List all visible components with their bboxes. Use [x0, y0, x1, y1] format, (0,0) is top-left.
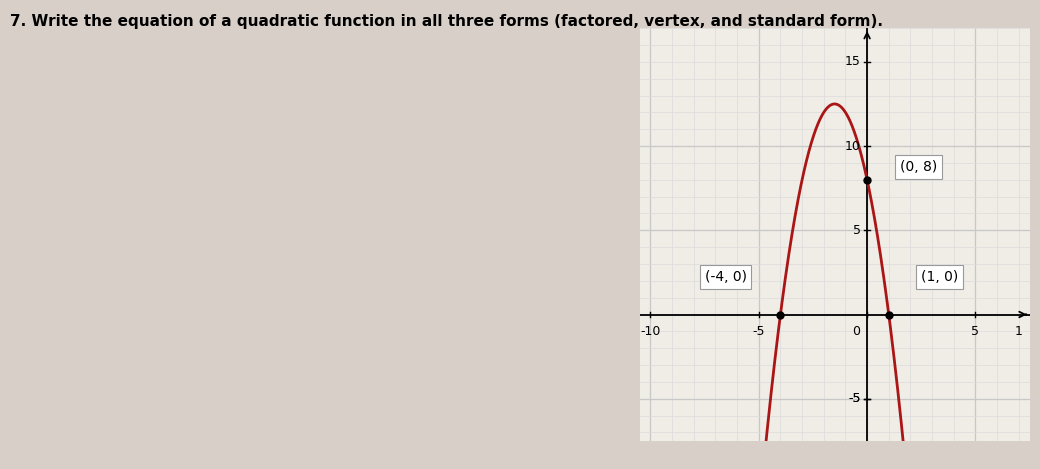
Text: -5: -5 [848, 392, 861, 405]
Text: 5: 5 [853, 224, 861, 237]
Text: 15: 15 [844, 55, 861, 68]
Text: -5: -5 [848, 392, 861, 405]
Text: 5: 5 [971, 325, 980, 338]
Text: -10: -10 [641, 325, 660, 338]
Text: 0: 0 [853, 325, 861, 338]
Text: -5: -5 [753, 325, 765, 338]
Text: (-4, 0): (-4, 0) [705, 270, 747, 284]
Text: (0, 8): (0, 8) [900, 160, 937, 174]
Text: 10: 10 [844, 140, 861, 152]
Text: 7. Write the equation of a quadratic function in all three forms (factored, vert: 7. Write the equation of a quadratic fun… [10, 14, 883, 29]
Text: 1: 1 [1015, 325, 1022, 338]
Text: (1, 0): (1, 0) [921, 270, 959, 284]
